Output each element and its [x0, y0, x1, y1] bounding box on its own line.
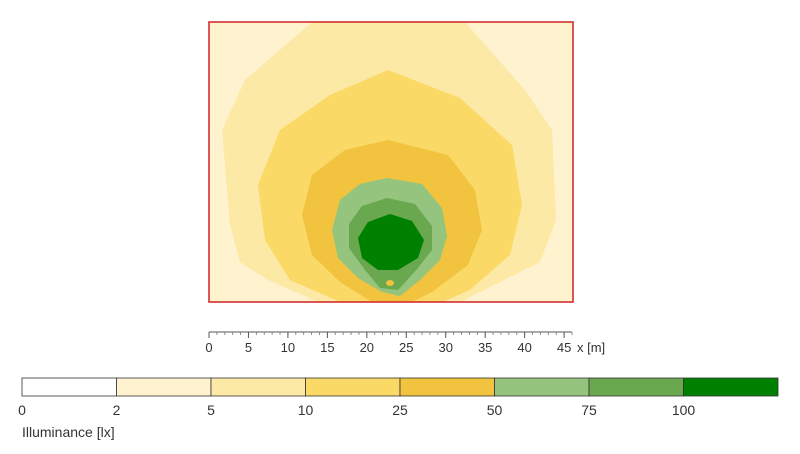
contour-band-100-plus — [358, 214, 424, 270]
legend-threshold-label: 0 — [18, 402, 26, 418]
legend-threshold-label: 25 — [392, 402, 408, 418]
x-tick-label: 35 — [478, 340, 492, 355]
legend-threshold-label: 50 — [487, 402, 503, 418]
x-tick-label: 5 — [245, 340, 252, 355]
contour-layers — [209, 22, 573, 302]
legend-threshold-label: 2 — [113, 402, 121, 418]
legend-swatch — [494, 377, 590, 397]
legend-swatch — [683, 377, 779, 397]
legend-swatch — [21, 377, 117, 397]
room-boundary — [208, 21, 574, 303]
x-tick-label: 25 — [399, 340, 413, 355]
legend-swatch — [305, 377, 401, 397]
legend-swatch — [210, 377, 306, 397]
x-tick-label: 45 — [557, 340, 571, 355]
x-tick-label: 30 — [439, 340, 453, 355]
x-tick-label: 15 — [320, 340, 334, 355]
local-peak-mark — [386, 280, 394, 286]
x-tick-label: 40 — [517, 340, 531, 355]
x-axis-unit-label: x [m] — [577, 340, 605, 355]
legend-swatch — [399, 377, 495, 397]
legend-threshold-label: 100 — [672, 402, 696, 418]
x-tick-label: 10 — [281, 340, 295, 355]
legend-swatch — [588, 377, 684, 397]
legend-swatches — [21, 377, 779, 397]
x-tick-label: 20 — [360, 340, 374, 355]
legend-swatch — [116, 377, 212, 397]
legend-title: Illuminance [lx] — [22, 424, 115, 440]
legend-threshold-label: 10 — [298, 402, 314, 418]
x-major-ticks: 0 5 10 15 20 25 30 35 40 45 — [205, 332, 571, 355]
x-axis: 0 5 10 15 20 25 30 35 40 45 x [m] — [205, 331, 605, 355]
legend-labels: 0 2 5 10 25 50 75 100 — [18, 402, 695, 418]
legend-threshold-label: 75 — [581, 402, 597, 418]
legend-threshold-label: 5 — [207, 402, 215, 418]
x-tick-label: 0 — [205, 340, 212, 355]
